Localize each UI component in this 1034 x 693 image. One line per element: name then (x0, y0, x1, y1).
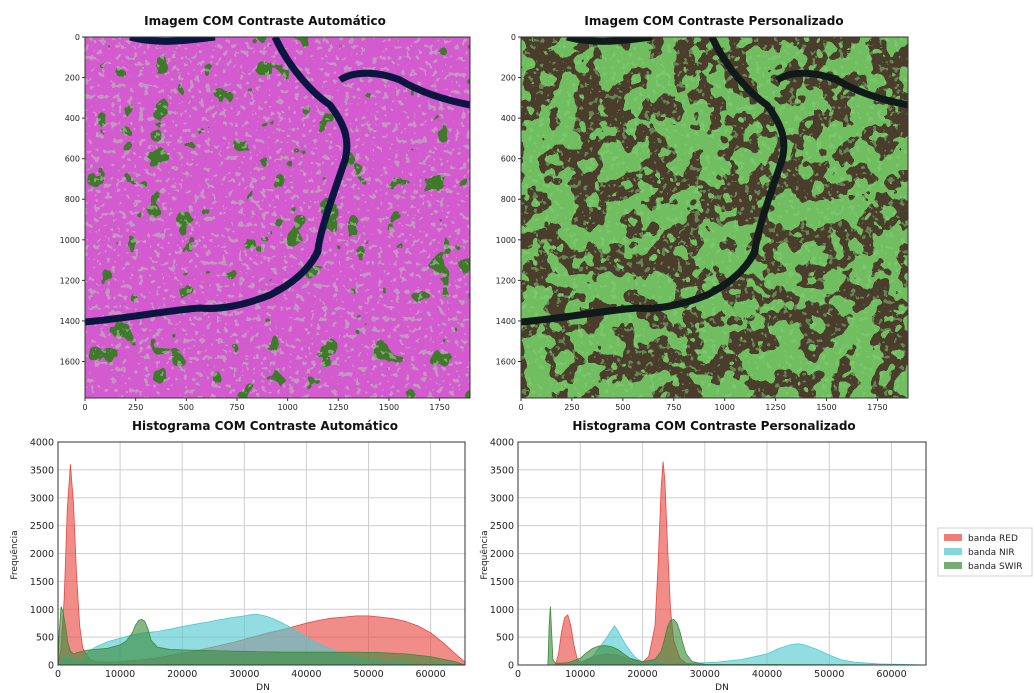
y-tick-label: 1400 (60, 317, 80, 326)
histogram-auto-plot: 0 10000 20000 30000 40000 50000 60000 0 500 1000 1… (30, 438, 466, 680)
satellite-image-custom (521, 37, 908, 398)
image-custom-title: Imagem COM Contraste Personalizado (584, 14, 843, 28)
histogram-panel-auto: Histograma COM Contraste Automático 0 100… (9, 419, 466, 693)
y-tick-label: 500 (36, 633, 54, 644)
y-tick-label: 600 (65, 155, 80, 164)
series-area-banda-swir (518, 606, 927, 666)
x-tick-label: 20000 (167, 669, 197, 680)
y-tick-label: 4000 (30, 438, 54, 449)
satellite-image-auto (85, 37, 470, 398)
y-tick-label: 0 (508, 661, 514, 672)
y-tick-label: 3500 (30, 465, 54, 476)
x-tick-label: 750 (229, 403, 244, 412)
histogram-custom-ylabel: Frequência (479, 530, 490, 579)
image-panel-custom: Imagem COM Contraste Personalizado 0 250 5… (496, 14, 909, 412)
legend-label: banda NIR (968, 548, 1015, 558)
y-tick-label: 1400 (496, 317, 516, 326)
y-tick-label: 1500 (30, 577, 54, 588)
histogram-custom-plot: 0 10000 20000 30000 40000 50000 60000 0 500 1000 1… (490, 438, 927, 680)
y-tick-label: 0 (75, 33, 80, 42)
x-tick-label: 750 (666, 403, 681, 412)
y-tick-label: 1200 (60, 276, 80, 285)
legend: banda RED banda NIR banda SWIR (937, 527, 1033, 577)
y-tick-label: 1000 (490, 605, 514, 616)
image-auto-title: Imagem COM Contraste Automático (144, 14, 386, 28)
x-tick-label: 30000 (229, 669, 259, 680)
x-tick-label: 50000 (353, 669, 383, 680)
x-tick-label: 0 (515, 669, 521, 680)
y-tick-label: 1000 (30, 605, 54, 616)
y-tick-label: 3000 (490, 493, 514, 504)
y-tick-label: 1600 (60, 357, 80, 366)
x-tick-label: 10000 (105, 669, 135, 680)
y-tick-label: 1000 (496, 236, 516, 245)
x-tick-label: 0 (55, 669, 61, 680)
legend-label: banda RED (968, 534, 1018, 544)
y-tick-label: 1500 (490, 577, 514, 588)
x-tick-label: 10000 (565, 669, 595, 680)
series-area-banda-swir (57, 606, 466, 666)
x-tick-label: 250 (128, 403, 143, 412)
x-tick-label: 40000 (291, 669, 321, 680)
legend-swatch (944, 562, 962, 569)
y-tick-label: 3500 (490, 465, 514, 476)
x-tick-label: 20000 (627, 669, 657, 680)
x-tick-label: 1250 (328, 403, 348, 412)
x-tick-label: 40000 (752, 669, 782, 680)
x-tick-label: 1750 (867, 403, 887, 412)
y-tick-label: 800 (501, 195, 516, 204)
plot-frame (57, 441, 466, 666)
x-tick-label: 0 (518, 403, 523, 412)
y-tick-label: 2000 (490, 549, 514, 560)
x-tick-label: 60000 (416, 669, 446, 680)
histogram-panel-custom: Histograma COM Contraste Personalizado 0… (479, 419, 927, 693)
y-tick-label: 2500 (490, 521, 514, 532)
y-tick-label: 0 (511, 33, 516, 42)
x-tick-label: 50000 (814, 669, 844, 680)
x-tick-label: 500 (615, 403, 630, 412)
histogram-auto-title: Histograma COM Contraste Automático (132, 419, 398, 433)
y-tick-label: 3000 (30, 493, 54, 504)
plot-frame (517, 441, 927, 666)
image-auto-ticks: 0 250 500 750 1000 1250 1500 1750 0 200 400 600 800 1… (60, 33, 450, 412)
y-tick-label: 600 (501, 155, 516, 164)
x-tick-label: 1500 (379, 403, 399, 412)
x-tick-label: 60000 (876, 669, 906, 680)
histogram-auto-ylabel: Frequência (9, 530, 20, 579)
legend-label: banda SWIR (968, 562, 1023, 572)
y-tick-label: 2000 (30, 549, 54, 560)
y-tick-label: 800 (65, 195, 80, 204)
y-tick-label: 2500 (30, 521, 54, 532)
y-tick-label: 0 (48, 661, 54, 672)
y-tick-label: 400 (501, 114, 516, 123)
x-tick-label: 500 (179, 403, 194, 412)
x-tick-label: 250 (564, 403, 579, 412)
y-tick-label: 1200 (496, 276, 516, 285)
y-tick-label: 200 (501, 74, 516, 83)
y-tick-label: 4000 (490, 438, 514, 449)
image-panel-auto: Imagem COM Contraste Automático 0 250 500 7… (60, 14, 471, 412)
x-tick-label: 1000 (715, 403, 735, 412)
histogram-auto-xlabel: DN (256, 683, 270, 693)
x-tick-label: 1250 (765, 403, 785, 412)
y-tick-label: 1600 (496, 357, 516, 366)
x-tick-label: 0 (82, 403, 87, 412)
x-tick-label: 1000 (277, 403, 297, 412)
legend-swatch (944, 548, 962, 555)
y-tick-label: 500 (496, 633, 514, 644)
histogram-custom-title: Histograma COM Contraste Personalizado (572, 419, 855, 433)
y-tick-label: 400 (65, 114, 80, 123)
y-tick-label: 1000 (60, 236, 80, 245)
y-tick-label: 200 (65, 74, 80, 83)
image-custom-ticks: 0 250 500 750 1000 1250 1500 1750 0 200 400 600 800 1… (496, 33, 888, 412)
x-tick-label: 1750 (429, 403, 449, 412)
legend-swatch (944, 534, 962, 541)
x-tick-label: 30000 (690, 669, 720, 680)
histogram-custom-xlabel: DN (715, 683, 729, 693)
x-tick-label: 1500 (816, 403, 836, 412)
